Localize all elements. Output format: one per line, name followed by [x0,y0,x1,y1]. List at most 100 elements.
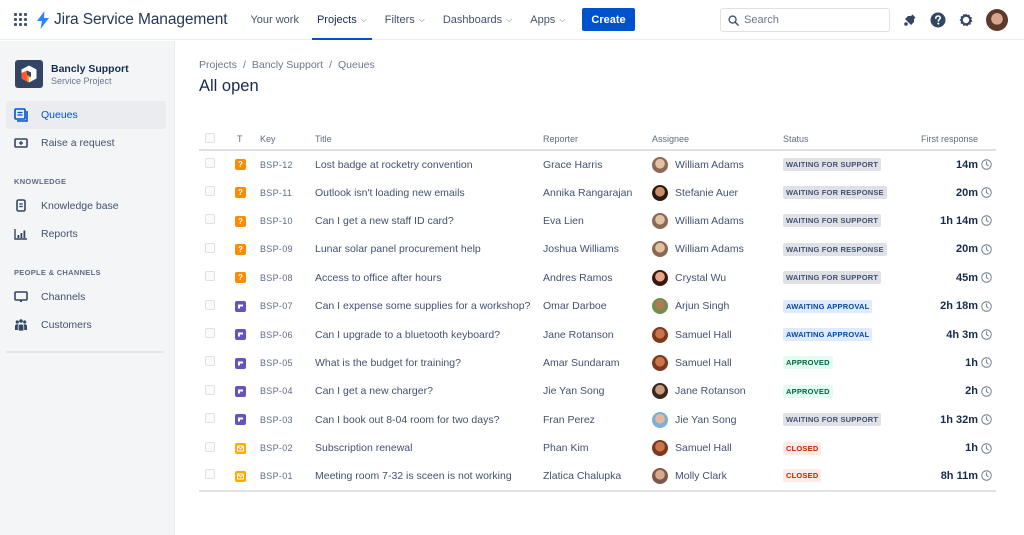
search-field[interactable] [720,8,890,32]
issue-key[interactable]: BSP-07 [260,301,293,312]
table-row[interactable]: BSP-01 Meeting room 7-32 is sceen is not… [199,462,996,492]
sidebar-item-reports[interactable]: Reports [6,220,166,248]
column-header-reporter[interactable]: Reporter [543,128,652,151]
issue-title[interactable]: Lost badge at rocketry convention [315,158,473,171]
issue-title[interactable]: Meeting room 7-32 is sceen is not workin… [315,469,512,482]
sidebar-item-customers[interactable]: Customers [6,311,166,339]
sidebar-item-channels[interactable]: Channels [6,283,166,311]
column-header-assignee[interactable]: Assignee [652,128,783,151]
first-response-time: 1h 14m [940,214,978,227]
table-row[interactable]: BSP-06 Can I upgrade to a bluetooth keyb… [199,320,996,348]
table-row[interactable]: ? BSP-12 Lost badge at rocketry conventi… [199,150,996,178]
notifications-button[interactable] [896,6,924,34]
issue-key[interactable]: BSP-04 [260,386,293,397]
table-row[interactable]: BSP-04 Can I get a new charger? Jie Yan … [199,377,996,405]
row-checkbox[interactable] [205,242,215,253]
table-row[interactable]: BSP-07 Can I expense some supplies for a… [199,292,996,320]
issue-title[interactable]: Can I upgrade to a bluetooth keyboard? [315,328,501,341]
row-checkbox[interactable] [205,214,215,225]
issue-key[interactable]: BSP-10 [260,215,293,226]
row-checkbox[interactable] [205,469,215,480]
row-checkbox[interactable] [205,384,215,395]
row-checkbox[interactable] [205,328,215,339]
table-row[interactable]: BSP-02 Subscription renewal Phan Kim Sam… [199,434,996,462]
clock-icon [981,442,992,454]
column-header-first-response[interactable]: First response [907,128,996,151]
service-request-type-icon [235,386,246,398]
issue-title[interactable]: Lunar solar panel procurement help [315,243,481,256]
issue-title[interactable]: Access to office after hours [315,271,442,284]
issue-key[interactable]: BSP-02 [260,443,293,454]
status-lozenge[interactable]: AWAITING APPROVAL [783,328,873,342]
issue-key[interactable]: BSP-11 [260,187,293,198]
column-header-key[interactable]: Key [260,128,315,151]
project-header[interactable]: Bancly Support Service Project [0,41,174,88]
help-button[interactable] [924,6,952,34]
search-input[interactable] [744,14,884,26]
issue-key[interactable]: BSP-01 [260,470,293,481]
nav-your-work[interactable]: Your work [241,0,308,40]
issue-title[interactable]: What is the budget for training? [315,356,461,369]
sidebar-item-knowledge-base[interactable]: Knowledge base [6,192,166,220]
row-checkbox[interactable] [205,441,215,452]
breadcrumb-queues[interactable]: Queues [338,59,375,71]
breadcrumb-projects[interactable]: Projects [199,59,237,71]
product-logo[interactable]: Jira Service Management [36,10,228,29]
issue-key[interactable]: BSP-06 [260,329,293,340]
status-lozenge[interactable]: WAITING FOR SUPPORT [783,158,882,172]
issue-key[interactable]: BSP-08 [260,272,293,283]
row-checkbox[interactable] [205,299,215,310]
issue-title[interactable]: Can I book out 8-04 room for two days? [315,413,500,426]
status-lozenge[interactable]: WAITING FOR SUPPORT [783,271,882,285]
row-checkbox[interactable] [205,186,215,197]
nav-apps[interactable]: Apps ⌵ [521,0,574,40]
column-header-status[interactable]: Status [783,128,907,151]
issue-key[interactable]: BSP-05 [260,357,293,368]
select-all-checkbox[interactable] [205,132,215,143]
issue-title[interactable]: Can I get a new staff ID card? [315,214,454,227]
status-lozenge[interactable]: WAITING FOR RESPONSE [783,242,887,256]
nav-filters[interactable]: Filters ⌵ [376,0,434,40]
table-row[interactable]: BSP-03 Can I book out 8-04 room for two … [199,406,996,434]
status-lozenge[interactable]: WAITING FOR RESPONSE [783,186,887,200]
status-lozenge[interactable]: WAITING FOR SUPPORT [783,214,882,228]
row-checkbox[interactable] [205,158,215,169]
reporter-name: Andres Ramos [543,271,613,284]
row-checkbox[interactable] [205,271,215,282]
nav-projects[interactable]: Projects ⌵ [308,0,376,40]
row-checkbox[interactable] [205,413,215,424]
sidebar-item-queues[interactable]: Queues [6,101,166,129]
status-lozenge[interactable]: WAITING FOR SUPPORT [783,413,882,427]
create-button[interactable]: Create [582,8,635,31]
section-people-channels: PEOPLE & CHANNELS [14,268,101,277]
settings-button[interactable] [952,6,980,34]
issue-key[interactable]: BSP-03 [260,414,293,425]
issue-key[interactable]: BSP-09 [260,244,293,255]
status-lozenge[interactable]: APPROVED [783,384,833,398]
sidebar-item-raise-request[interactable]: Raise a request [6,129,166,157]
app-switcher-icon[interactable] [14,12,28,27]
issue-key[interactable]: BSP-12 [260,159,293,170]
table-row[interactable]: ? BSP-09 Lunar solar panel procurement h… [199,235,996,263]
issue-title[interactable]: Can I get a new charger? [315,385,433,398]
table-row[interactable]: ? BSP-10 Can I get a new staff ID card? … [199,207,996,235]
row-checkbox[interactable] [205,356,215,367]
issue-title[interactable]: Subscription renewal [315,442,413,455]
status-lozenge[interactable]: AWAITING APPROVAL [783,299,873,313]
column-header-title[interactable]: Title [315,128,543,151]
reporter-name: Zlatica Chalupka [543,469,622,482]
status-lozenge[interactable]: APPROVED [783,356,833,370]
breadcrumb-project[interactable]: Bancly Support [251,59,324,71]
nav-dashboards[interactable]: Dashboards ⌵ [434,0,521,40]
table-header: T Key Title Reporter Assignee Status Fir… [199,128,996,151]
reporter-name: Amar Sundaram [543,356,620,369]
user-avatar[interactable] [986,9,1008,31]
table-row[interactable]: ? BSP-11 Outlook isn't loading new email… [199,178,996,206]
table-row[interactable]: ? BSP-08 Access to office after hours An… [199,264,996,292]
status-lozenge[interactable]: CLOSED [783,441,822,455]
issue-title[interactable]: Outlook isn't loading new emails [315,186,465,199]
issue-title[interactable]: Can I expense some supplies for a worksh… [315,300,531,313]
table-row[interactable]: BSP-05 What is the budget for training? … [199,349,996,377]
status-lozenge[interactable]: CLOSED [783,469,822,483]
column-header-type[interactable]: T [233,128,260,151]
